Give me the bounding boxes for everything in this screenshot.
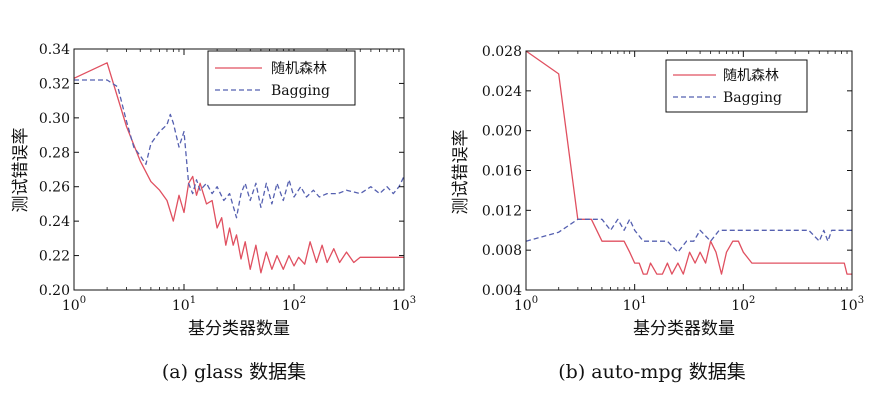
chart-a-caption: (a) glass 数据集	[162, 361, 306, 383]
chart-a-y-tick-label: 0.32	[39, 76, 70, 92]
chart-b-x-tick-label: 103	[840, 295, 864, 314]
chart-b-y-tick-label: 0.008	[482, 243, 522, 259]
chart-b-y-tick-label: 0.016	[482, 164, 522, 180]
chart-b-series-random-forest-line	[525, 50, 852, 275]
chart-b-series-bagging-line	[525, 218, 852, 253]
chart-b-x-tick-label: 102	[731, 295, 755, 314]
chart-b-marks	[525, 50, 852, 275]
chart-a-y-tick-label: 0.34	[39, 42, 70, 58]
chart-b-x-tick-label: 100	[514, 295, 538, 314]
chart-b-legend: 随机森林 Bagging	[665, 59, 808, 113]
chart-a-y-tick-label: 0.28	[39, 145, 70, 161]
chart-b-y-tick-label: 0.020	[482, 124, 522, 140]
chart-b-legend-rf-label: 随机森林	[723, 68, 779, 84]
chart-b-legend-bagging-label: Bagging	[723, 90, 782, 106]
chart-a-x-tick-label: 100	[62, 295, 86, 314]
chart-a-x-tick-label: 103	[392, 295, 416, 314]
chart-a-x-ticks: 100 101 102 103	[62, 49, 416, 314]
chart-a-y-tick-label: 0.22	[39, 249, 70, 265]
chart-a-legend-bagging-label: Bagging	[271, 83, 330, 99]
chart-b-legend-box	[665, 59, 808, 113]
chart-b-y-ticks: 0.004 0.008 0.012 0.016 0.020 0.024 0.028	[482, 44, 852, 299]
chart-a-legend-rf-label: 随机森林	[271, 61, 327, 77]
chart-a-legend-box	[207, 50, 356, 106]
chart-a-y-ticks: 0.20 0.22 0.24 0.26 0.28 0.30 0.32 0.34	[39, 42, 404, 299]
chart-b-y-axis-label: 测试错误率	[451, 130, 471, 215]
chart-b-x-axis-label: 基分类器数量	[633, 319, 735, 339]
chart-a-x-tick-label: 101	[172, 295, 196, 314]
chart-a-y-tick-label: 0.20	[39, 283, 70, 299]
chart-b-y-tick-label: 0.028	[482, 44, 522, 60]
chart-a-y-tick-label: 0.26	[39, 180, 70, 196]
chart-a-y-tick-label: 0.30	[39, 111, 70, 127]
chart-a-series-random-forest-line	[73, 62, 404, 274]
chart-b-x-ticks: 100 101 102 103	[514, 51, 864, 314]
chart-b-x-tick-label: 101	[623, 295, 647, 314]
chart-b-caption: (b) auto-mpg 数据集	[558, 361, 745, 383]
chart-b-y-tick-label: 0.004	[482, 283, 522, 299]
chart-b-y-tick-label: 0.012	[482, 203, 522, 219]
chart-b-y-tick-label: 0.024	[482, 84, 522, 100]
chart-a-y-axis-label: 测试错误率	[11, 128, 31, 213]
chart-a-plot-frame	[73, 48, 405, 291]
chart-a-y-tick-label: 0.24	[39, 214, 70, 230]
chart-a-series-bagging-line	[74, 79, 405, 219]
chart-a-legend: 随机森林 Bagging	[207, 50, 356, 106]
chart-a-x-axis-label: 基分类器数量	[188, 319, 290, 339]
chart-a-marks	[73, 62, 405, 274]
chart-a-x-tick-label: 102	[282, 295, 306, 314]
chart-a: 0.200.220.240.260.280.300.320.34 100 101 1…	[11, 42, 416, 383]
